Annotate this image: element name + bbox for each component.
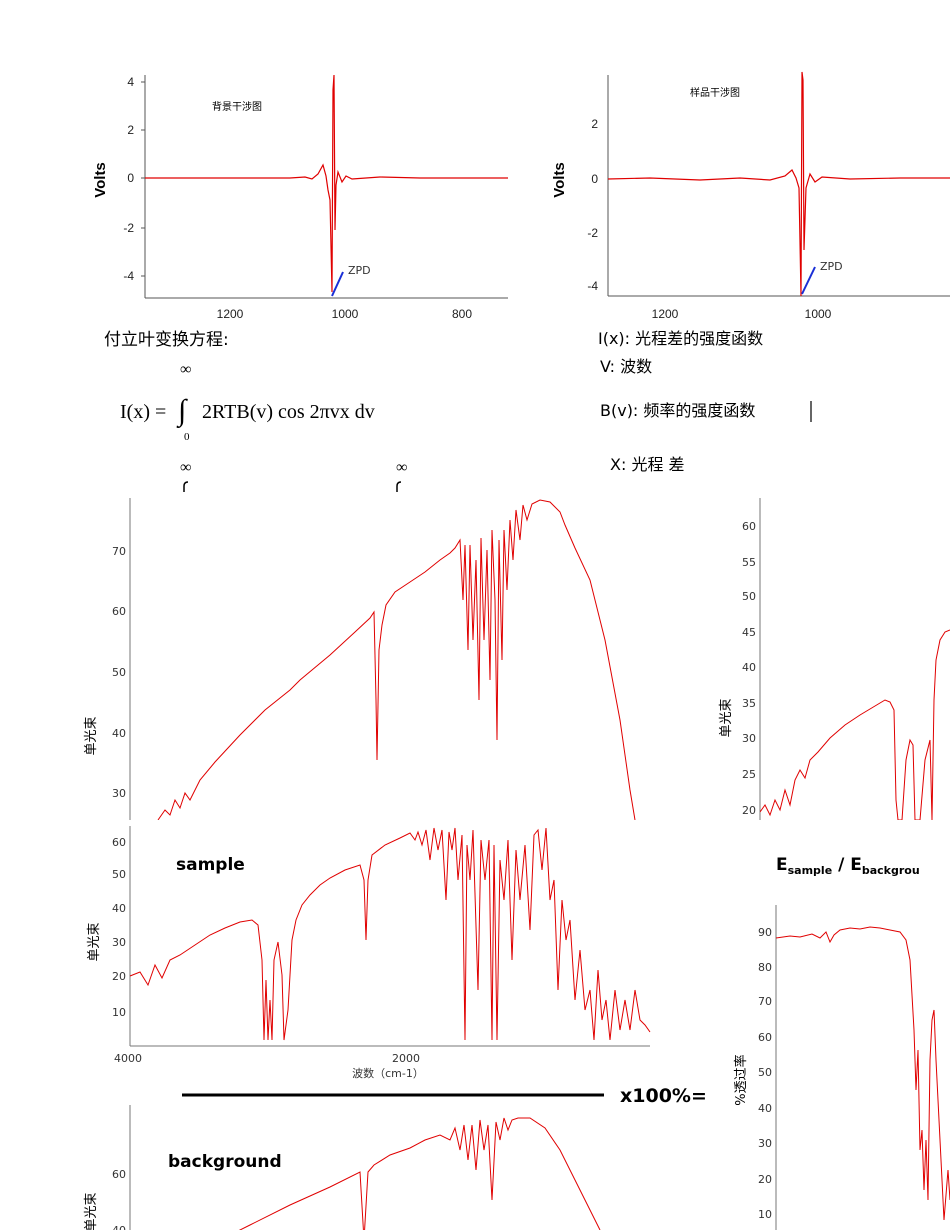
ytick-label: 25 xyxy=(742,768,756,781)
ytick-label: -2 xyxy=(123,221,134,235)
ytick-label: 50 xyxy=(112,868,126,881)
ytick-label: 10 xyxy=(112,1006,126,1019)
ytick-label: 20 xyxy=(758,1173,772,1186)
ytick-label: 40 xyxy=(742,661,756,674)
infinity-mark: ∞ xyxy=(396,459,407,476)
xtick-label: 4000 xyxy=(114,1052,142,1065)
spectrum-trace xyxy=(238,1117,601,1230)
sample-interferogram: 2 0 -2 -4 Volts 1200 1000 样品干涉图 ZPD xyxy=(551,71,950,321)
zpd-pointer xyxy=(801,266,816,295)
ytick-label: 50 xyxy=(742,590,756,603)
spectrum-trace xyxy=(760,629,950,820)
ytick-label: 4 xyxy=(127,75,134,89)
ytick-label: 40 xyxy=(112,902,126,915)
equation-lhs: I(x) = xyxy=(120,401,166,423)
ytick-label: 30 xyxy=(112,936,126,949)
ytick-label: 35 xyxy=(742,697,756,710)
y-axis-label: 单光束 xyxy=(87,922,102,961)
ytick-label: -2 xyxy=(587,226,598,240)
ytick-marks-1 xyxy=(141,81,145,277)
interferogram-trace xyxy=(145,74,508,293)
ytick-label: 30 xyxy=(112,787,126,800)
ytick-label: 60 xyxy=(112,1168,126,1181)
spectrum-trace xyxy=(129,827,651,1041)
background-title: background xyxy=(168,1152,282,1172)
ytick-label: 60 xyxy=(758,1031,772,1044)
y-axis-label: 单光束 xyxy=(719,698,734,737)
equation-heading: 付立叶变换方程: xyxy=(104,330,229,350)
y-axis-label: %透过率 xyxy=(733,1054,749,1105)
ytick-label: 10 xyxy=(758,1208,772,1221)
ytick-label: 70 xyxy=(758,995,772,1008)
xtick-label: 1200 xyxy=(652,307,679,321)
sample-title: sample xyxy=(176,855,245,875)
x-axis-label: 波数（cm-1） xyxy=(352,1067,424,1080)
ratio-e1: Esample / Ebackgrou xyxy=(776,855,920,877)
large-single-beam-spectrum: 70 60 50 40 30 单光束 xyxy=(84,498,636,820)
infinity-mark: ∞ xyxy=(180,459,191,476)
equation-rhs: 2RTB(v) cos 2πvx dv xyxy=(202,401,375,423)
background-spectrum: 60 40 单光束 background xyxy=(84,1105,601,1230)
spectrum-trace xyxy=(157,499,636,820)
ytick-label: 80 xyxy=(758,961,772,974)
ytick-label: 70 xyxy=(112,545,126,558)
xtick-label: 1000 xyxy=(332,307,359,321)
legend-bv: B(v): 频率的强度函数 xyxy=(600,401,755,420)
ytick-label: 30 xyxy=(758,1137,772,1150)
background-interferogram: 4 2 0 -2 -4 Volts 1200 1000 800 背景干涉图 ZP… xyxy=(92,74,508,321)
ytick-label: 60 xyxy=(112,836,126,849)
zpd-label: ZPD xyxy=(348,264,371,277)
panel-label: 样品干涉图 xyxy=(690,86,740,99)
ytick-label: -4 xyxy=(587,279,598,293)
integral-sign: ∫ xyxy=(176,394,188,429)
y-axis-label: 单光束 xyxy=(84,1192,99,1230)
ytick-label: 30 xyxy=(742,732,756,745)
ytick-label: 60 xyxy=(742,520,756,533)
ytick-label: 45 xyxy=(742,626,756,639)
ytick-label: 50 xyxy=(758,1066,772,1079)
ytick-label: 2 xyxy=(591,117,598,131)
ytick-label: 20 xyxy=(112,970,126,983)
xtick-label: 800 xyxy=(452,307,472,321)
ytick-label: 0 xyxy=(591,172,598,186)
interferogram-trace xyxy=(607,71,950,297)
right-single-beam-spectrum: 60 55 50 45 40 35 30 25 20 单光束 xyxy=(719,498,950,820)
xtick-label: 1000 xyxy=(805,307,832,321)
ytick-label: 55 xyxy=(742,556,756,569)
y-axis-label: Volts xyxy=(551,162,568,198)
ytick-label: 40 xyxy=(112,727,126,740)
transmittance-spectrum: 90 80 70 60 50 40 30 20 10 %透过率 xyxy=(733,905,950,1230)
panel-label: 背景干涉图 xyxy=(212,100,262,113)
zpd-pointer xyxy=(331,271,344,297)
ytick-label: 20 xyxy=(742,804,756,817)
xtick-label: 2000 xyxy=(392,1052,420,1065)
ytick-label: 60 xyxy=(112,605,126,618)
legend-v: V: 波数 xyxy=(600,357,652,376)
legend-ix: I(x): 光程差的强度函数 xyxy=(598,329,763,348)
ytick-label: 2 xyxy=(127,123,134,137)
ytick-label: -4 xyxy=(123,269,134,283)
legend-x: X: 光程 差 xyxy=(610,455,685,474)
symbol-legend: I(x): 光程差的强度函数 V: 波数 B(v): 频率的强度函数 X: 光程… xyxy=(598,329,812,474)
fourier-equation: 付立叶变换方程: ∞ I(x) = ∫ 2RTB(v) cos 2πvx dv … xyxy=(104,330,375,443)
ytick-label: 40 xyxy=(758,1102,772,1115)
ratio-expression: Esample / Ebackgrou x100%= xyxy=(182,855,920,1107)
upper-limit: ∞ xyxy=(180,361,191,378)
y-axis-label: Volts xyxy=(92,162,109,198)
ytick-label: 0 xyxy=(127,171,134,185)
sample-spectrum: 60 50 40 30 20 10 单光束 4000 2000 波数（cm-1）… xyxy=(87,826,651,1080)
spectrum-trace xyxy=(776,926,950,1221)
ytick-label: 50 xyxy=(112,666,126,679)
xtick-label: 1200 xyxy=(217,307,244,321)
y-axis-label: 单光束 xyxy=(84,716,99,755)
ytick-label: 40 xyxy=(112,1224,126,1230)
ytick-label: 90 xyxy=(758,926,772,939)
ratio-multiplier: x100%= xyxy=(620,1085,707,1107)
zpd-label: ZPD xyxy=(820,260,843,273)
lower-limit: 0 xyxy=(184,431,190,443)
